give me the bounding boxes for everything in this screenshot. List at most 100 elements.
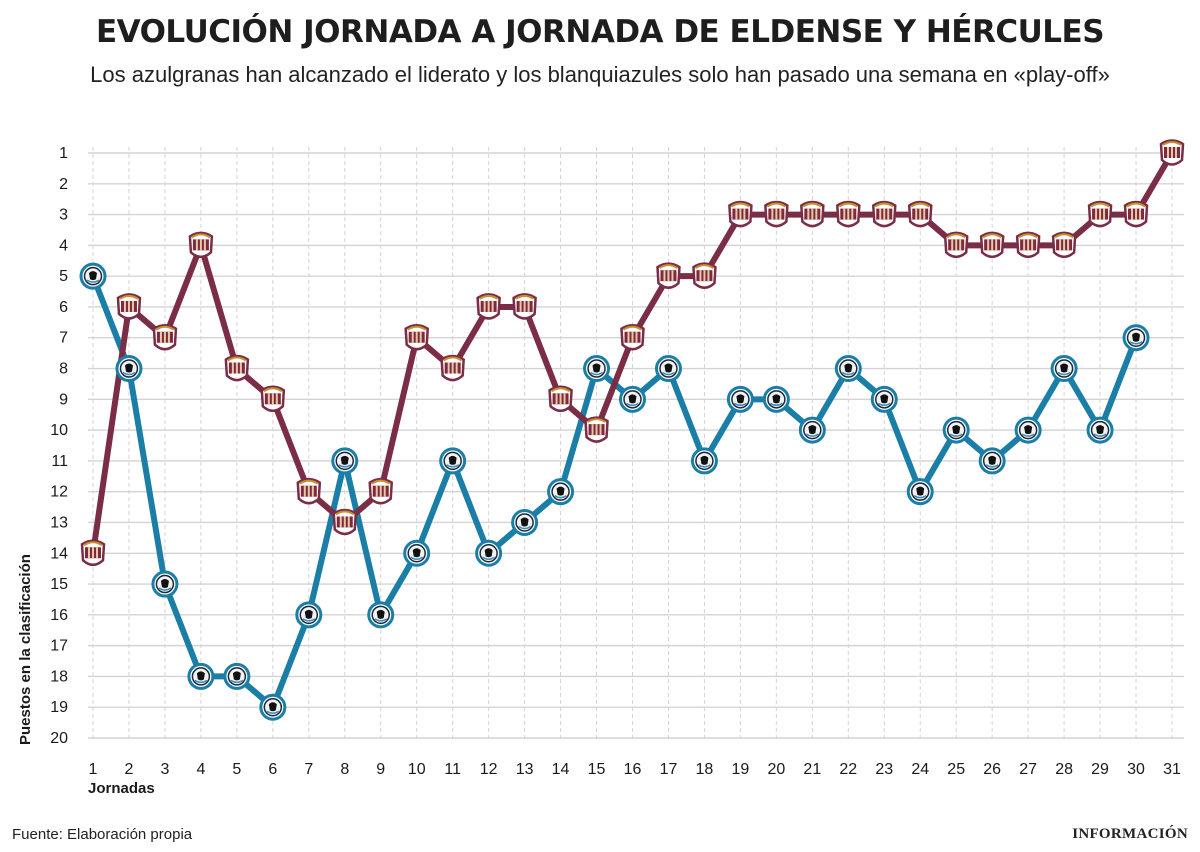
- eldense-crest-icon: [1051, 231, 1077, 259]
- eldense-crest-icon: [188, 231, 214, 259]
- x-tick-label: 29: [1091, 761, 1109, 778]
- x-tick-label: 31: [1163, 761, 1181, 778]
- chart-subtitle: Los azulgranas han alcanzado el liderato…: [90, 62, 1110, 87]
- x-tick-label: 6: [268, 761, 277, 778]
- hercules-crest-icon: [295, 601, 323, 629]
- y-tick-label: 20: [50, 730, 68, 747]
- eldense-crest-icon: [1015, 231, 1041, 259]
- x-tick-label: 8: [340, 761, 349, 778]
- x-tick-label: 19: [732, 761, 750, 778]
- x-tick-label: 26: [983, 761, 1001, 778]
- y-tick-label: 6: [59, 299, 68, 316]
- eldense-crest-icon: [764, 200, 789, 228]
- hercules-crest-icon: [619, 385, 646, 413]
- hercules-crest-icon: [223, 662, 251, 690]
- hercules-crest-icon: [1086, 416, 1114, 444]
- hercules-crest-icon: [583, 355, 611, 383]
- hercules-crest-icon: [834, 355, 862, 383]
- eldense-crest-icon: [800, 200, 825, 228]
- y-axis-label: Puestos en la clasificación: [17, 554, 34, 745]
- y-tick-label: 13: [50, 514, 68, 531]
- hercules-crest-icon: [726, 385, 754, 413]
- eldense-crest-icon: [943, 231, 969, 259]
- eldense-crest-icon: [979, 231, 1005, 259]
- eldense-crest-icon: [116, 293, 142, 320]
- eldense-crest-icon: [584, 416, 609, 443]
- y-tick-label: 4: [59, 237, 68, 254]
- x-tick-label: 27: [1019, 761, 1037, 778]
- hercules-crest-icon: [1014, 416, 1042, 444]
- y-tick-label: 17: [50, 638, 68, 655]
- x-tick-label: 1: [89, 761, 98, 778]
- hercules-crest-icon: [690, 447, 718, 475]
- x-tick-label: 15: [588, 761, 606, 778]
- hercules-crest-icon: [654, 355, 682, 383]
- hercules-crest-icon: [1122, 324, 1150, 352]
- hercules-crest-icon: [79, 262, 107, 290]
- eldense-crest-icon: [692, 262, 717, 289]
- x-axis-ticks: 1 2 3 4 5 6 7 8 9 10 11 12 13 14 15 16 17 18 19 20 21 22 23 24 2…: [89, 761, 1181, 778]
- eldense-crest-icon: [440, 354, 465, 382]
- eldense-crest-icon: [512, 293, 537, 320]
- y-tick-label: 19: [50, 699, 68, 716]
- x-tick-label: 13: [516, 761, 534, 778]
- y-tick-label: 5: [59, 268, 68, 285]
- hercules-crest-icon: [1050, 355, 1078, 383]
- eldense-crest-icon: [332, 508, 358, 536]
- x-tick-label: 3: [160, 761, 169, 778]
- y-tick-label: 8: [59, 361, 68, 378]
- eldense-crest-icon: [368, 477, 394, 505]
- eldense-crest-icon: [152, 323, 178, 351]
- x-tick-label: 28: [1055, 761, 1073, 778]
- x-tick-label: 18: [696, 761, 714, 778]
- x-tick-label: 4: [196, 761, 205, 778]
- y-tick-label: 10: [50, 422, 68, 439]
- eldense-crest-icon: [1123, 200, 1149, 228]
- hercules-crest-icon: [403, 539, 431, 567]
- hercules-crest-icon: [978, 447, 1006, 475]
- x-tick-label: 17: [660, 761, 678, 778]
- x-tick-label: 9: [376, 761, 385, 778]
- y-tick-label: 9: [59, 391, 68, 408]
- eldense-crest-icon: [476, 293, 501, 320]
- x-tick-label: 7: [304, 761, 313, 778]
- hercules-crest-icon: [547, 478, 575, 506]
- eldense-crest-icon: [907, 200, 933, 228]
- y-tick-label: 7: [59, 330, 68, 347]
- x-tick-label: 20: [767, 761, 785, 778]
- hercules-crest-icon: [762, 385, 790, 413]
- y-tick-label: 2: [59, 176, 68, 193]
- hercules-crest-icon: [942, 416, 970, 444]
- eldense-crest-icon: [80, 539, 106, 567]
- series-points: [79, 139, 1185, 721]
- eldense-crest-icon: [871, 200, 897, 228]
- eldense-crest-icon: [836, 200, 861, 228]
- x-tick-label: 16: [624, 761, 642, 778]
- y-tick-label: 11: [51, 453, 68, 470]
- y-tick-label: 3: [59, 207, 68, 224]
- x-tick-label: 14: [552, 761, 570, 778]
- hercules-crest-icon: [475, 539, 503, 567]
- eldense-crest-icon: [224, 354, 250, 382]
- x-tick-label: 21: [803, 761, 821, 778]
- y-tick-label: 14: [50, 545, 68, 562]
- x-tick-label: 24: [911, 761, 929, 778]
- x-tick-label: 11: [444, 761, 461, 778]
- chart-title: EVOLUCIÓN JORNADA A JORNADA DE ELDENSE Y…: [95, 14, 1105, 50]
- y-tick-label: 18: [50, 668, 68, 685]
- hercules-crest-icon: [259, 693, 287, 721]
- y-tick-label: 16: [50, 607, 68, 624]
- eldense-crest-icon: [296, 477, 322, 505]
- x-tick-label: 2: [125, 761, 134, 778]
- hercules-crest-icon: [367, 601, 395, 629]
- x-tick-label: 12: [480, 761, 498, 778]
- x-tick-label: 30: [1127, 761, 1145, 778]
- hercules-crest-icon: [439, 447, 467, 475]
- x-tick-label: 5: [232, 761, 241, 778]
- x-tick-label: 25: [947, 761, 965, 778]
- source-note: Fuente: Elaboración propia: [12, 826, 193, 843]
- hercules-crest-icon: [798, 416, 826, 444]
- hercules-crest-icon: [115, 355, 143, 383]
